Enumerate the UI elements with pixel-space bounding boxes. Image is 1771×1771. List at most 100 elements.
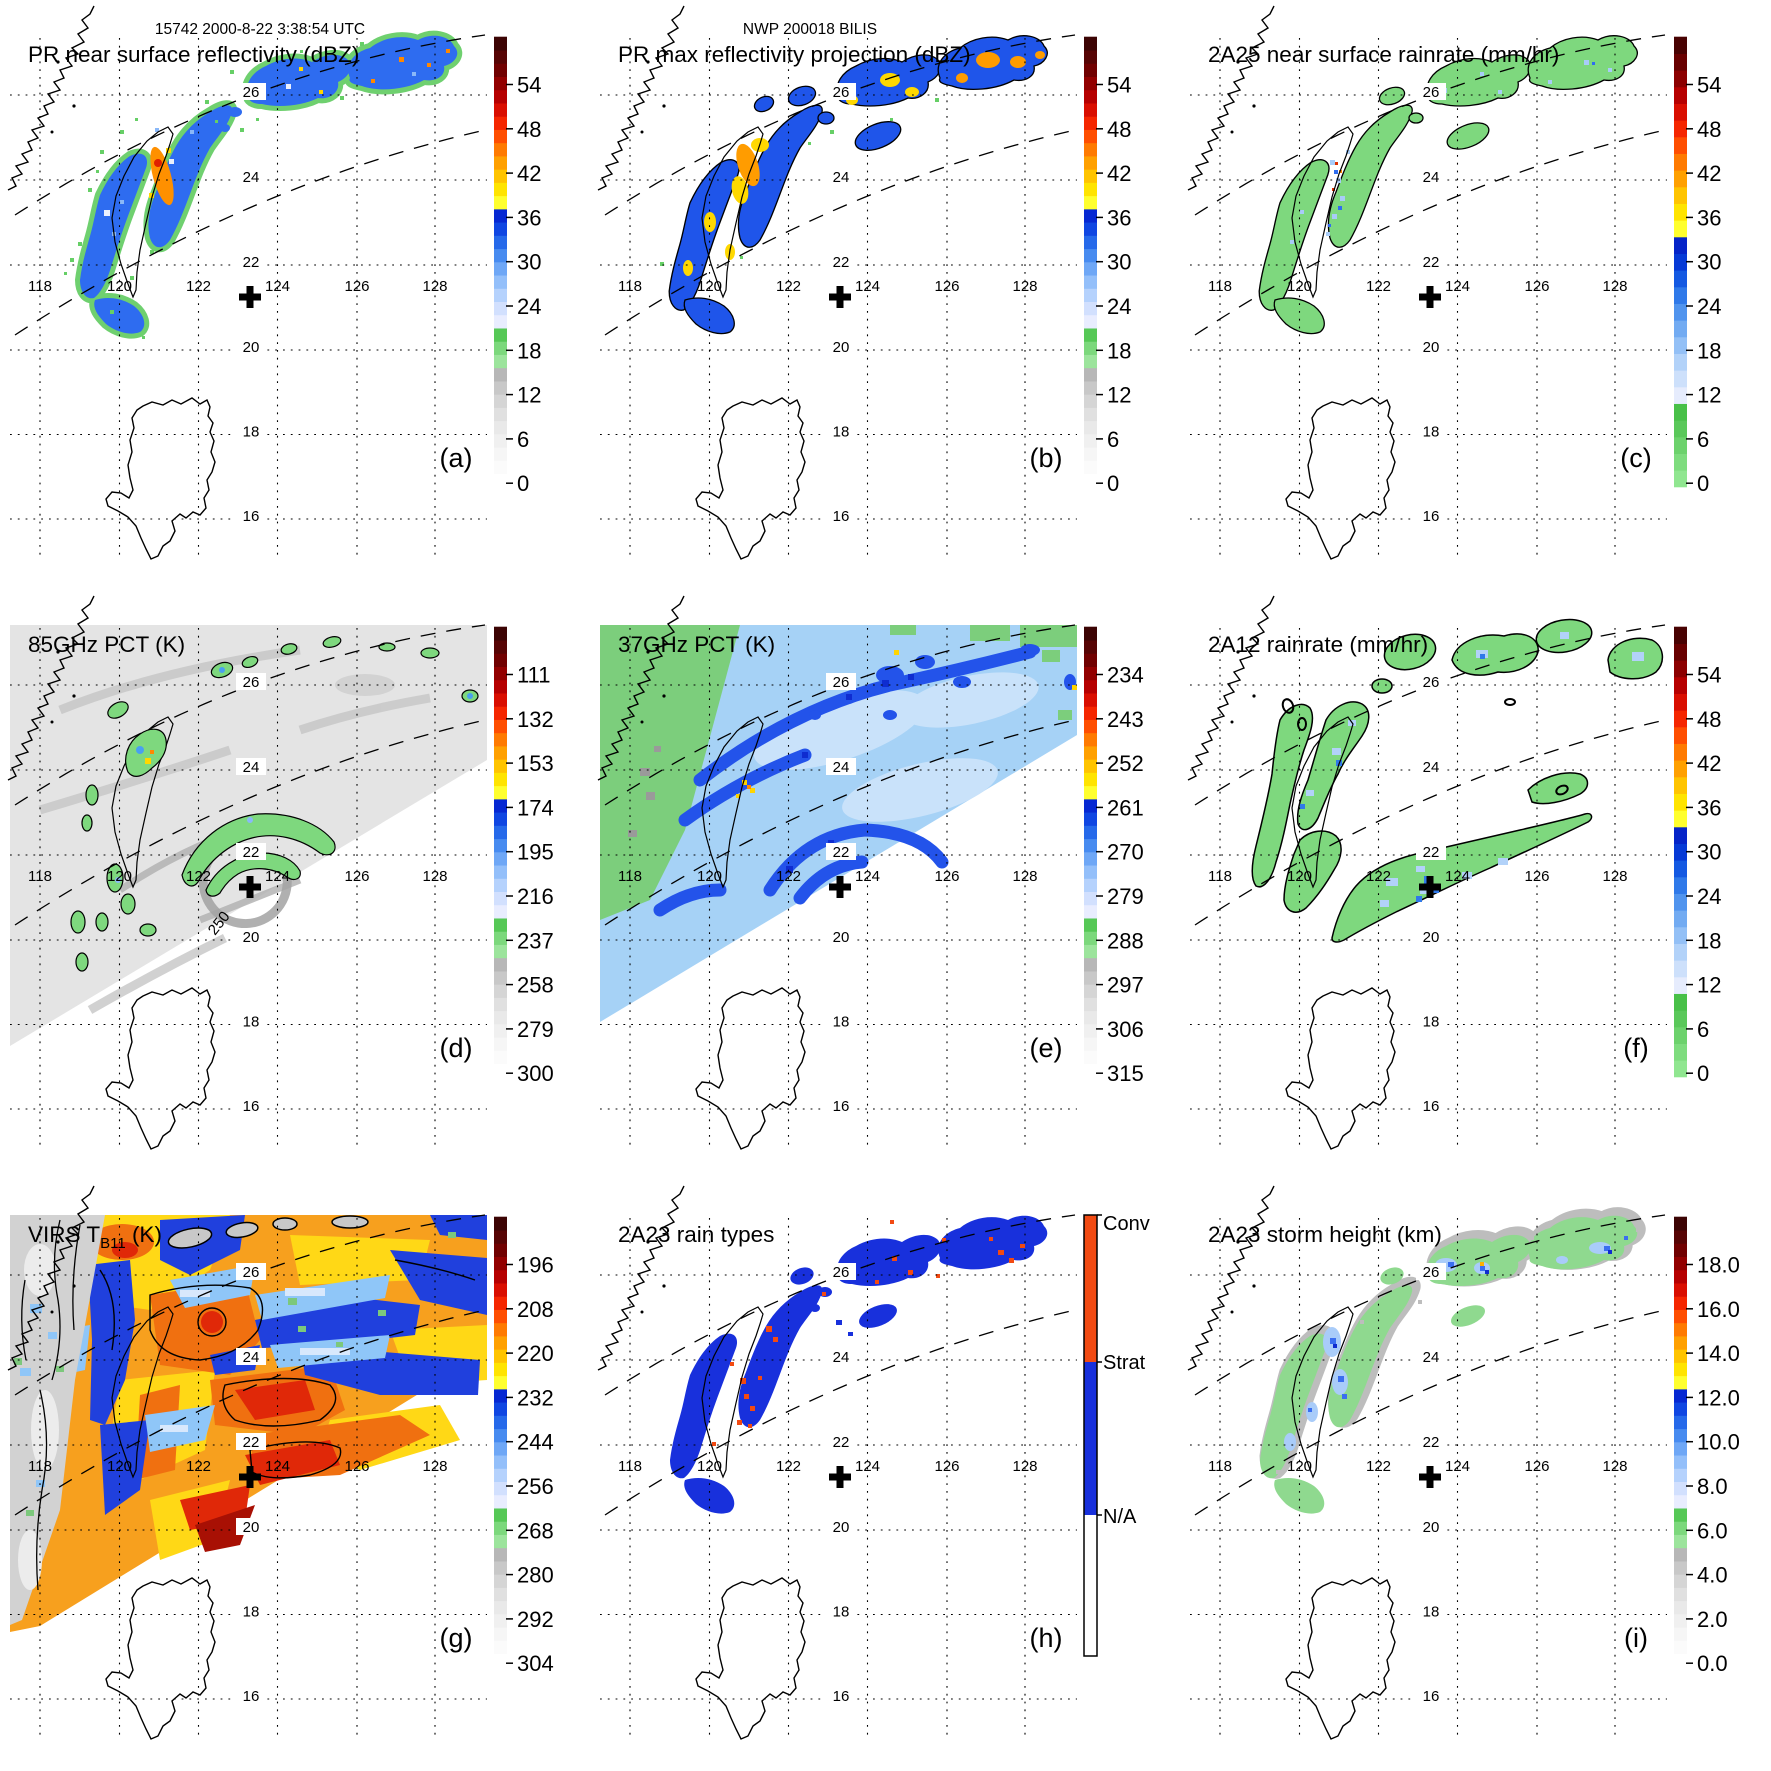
lat-label: 26 [833, 84, 850, 101]
lon-label: 126 [344, 868, 369, 885]
panel-i-map: 118 120 122 124 126 128 26 24 22 20 18 16 2A23 stor… [1180, 1180, 1740, 1770]
lat-label: 20 [833, 339, 850, 356]
panel-title: PR max reflectivity projection (dBZ) [618, 42, 971, 67]
panel-letter: (a) [440, 443, 473, 473]
lon-label: 122 [776, 868, 801, 885]
colorbar-tick-label: 243 [1107, 707, 1144, 732]
colorbar-tick-label: 0 [517, 471, 529, 496]
rainrate-field [1258, 35, 1638, 335]
lon-label: 118 [1208, 868, 1232, 885]
lat-label: 22 [1423, 1434, 1440, 1451]
lat-label: 22 [1423, 844, 1440, 861]
colorbar-tick-label: 36 [517, 205, 541, 230]
lon-label: 120 [1287, 868, 1312, 885]
lon-label: 124 [855, 868, 880, 885]
colorbar-tick-label: 18.0 [1697, 1253, 1740, 1278]
colorbar-tick-label: 306 [1107, 1017, 1144, 1042]
lat-label: 20 [833, 929, 850, 946]
colorbar-tick-label: 42 [517, 161, 541, 186]
lon-label: 128 [1602, 1458, 1627, 1475]
colorbar-tick-label: 42 [1697, 751, 1721, 776]
grid-labels: 118 120 122 124 126 128 26 24 22 20 18 16 [618, 1263, 1038, 1705]
lat-label: 18 [833, 424, 850, 441]
lon-label: 122 [186, 1458, 211, 1475]
lon-label: 122 [776, 278, 801, 295]
lat-label: 22 [833, 844, 850, 861]
grid-labels: 118 120 122 124 126 128 26 24 22 20 18 16 [1208, 673, 1628, 1115]
colorbar-tick-label: 132 [517, 707, 554, 732]
lat-label: 24 [833, 759, 850, 776]
lon-label: 128 [1012, 278, 1037, 295]
lat-label: 18 [1423, 1604, 1440, 1621]
lat-label: 26 [243, 84, 260, 101]
colorbar-tick-label: 297 [1107, 973, 1144, 998]
lat-label: 22 [833, 254, 850, 271]
colorbar-tick-label: 315 [1107, 1061, 1144, 1086]
grid-labels: 118 120 122 124 126 128 26 24 22 20 18 16 [618, 673, 1038, 1115]
colorbar-tick-label: 42 [1107, 161, 1131, 186]
colorbar-tick-label: 304 [517, 1651, 554, 1676]
colorbar: 196 208 220 232 244 256 268 280 292 304 [494, 1216, 554, 1676]
panel-h-map: 118 120 122 124 126 128 26 24 22 20 18 16 2A23 rain… [590, 1180, 1150, 1770]
lon-label: 120 [107, 278, 132, 295]
lon-label: 122 [186, 278, 211, 295]
lat-label: 24 [243, 1349, 260, 1366]
lat-label: 26 [1423, 674, 1440, 691]
colorbar-tick-label: 244 [517, 1430, 554, 1455]
lon-label: 126 [344, 278, 369, 295]
lon-label: 126 [1524, 868, 1549, 885]
orbit-timestamp-header: 15742 2000-8-22 3:38:54 UTC [154, 21, 366, 38]
colorbar-tick-label: 220 [517, 1341, 554, 1366]
lat-label: 22 [243, 254, 260, 271]
lat-label: 24 [243, 169, 260, 186]
lon-label: 124 [265, 278, 290, 295]
colorbar-tick-label: 268 [517, 1518, 554, 1543]
lon-label: 126 [934, 868, 959, 885]
lat-label: 24 [243, 759, 260, 776]
lon-label: 124 [1445, 868, 1470, 885]
colorbar-tick-label: 30 [517, 250, 541, 275]
lon-label: 120 [697, 868, 722, 885]
lon-label: 124 [265, 1458, 290, 1475]
colorbar: 54 48 42 36 30 24 18 12 6 0 [1084, 36, 1131, 496]
colorbar-tick-label: 292 [517, 1607, 554, 1632]
colorbar-tick-label: 195 [517, 840, 554, 865]
lon-label: 120 [697, 1458, 722, 1475]
colorbar-tick-label: 0 [1697, 1061, 1709, 1086]
grid-labels: 118 120 122 124 126 128 26 24 22 20 18 16 [1208, 83, 1628, 525]
lon-label: 128 [1602, 868, 1627, 885]
lat-label: 26 [1423, 84, 1440, 101]
colorbar-tick-label: 111 [517, 663, 550, 688]
lat-label: 22 [243, 1434, 260, 1451]
lon-label: 128 [422, 868, 447, 885]
colorbar-tick-label: 4.0 [1697, 1563, 1728, 1588]
pct37-field [600, 625, 1077, 1022]
lon-label: 118 [1208, 278, 1232, 295]
lat-label: 20 [1423, 929, 1440, 946]
colorbar-tick-label: 288 [1107, 928, 1144, 953]
panel-title: 2A12 rainrate (mm/hr) [1208, 632, 1428, 657]
colorbar-tick-label: 232 [517, 1385, 554, 1410]
colorbar-tick-label: 12 [1697, 973, 1721, 998]
storm-name-header: NWP 200018 BILIS [742, 21, 878, 38]
colorbar-category-label: N/A [1103, 1506, 1137, 1528]
lat-label: 16 [833, 508, 850, 525]
lat-label: 18 [833, 1014, 850, 1031]
grid-labels: 118 120 122 124 126 128 26 24 22 20 18 16 [618, 83, 1038, 525]
lat-label: 16 [243, 508, 260, 525]
panel-letter: (e) [1030, 1033, 1063, 1063]
lat-label: 22 [1423, 254, 1440, 271]
lon-label: 128 [422, 278, 447, 295]
lon-label: 120 [1287, 278, 1312, 295]
colorbar-tick-label: 174 [517, 795, 554, 820]
lon-label: 118 [618, 868, 642, 885]
colorbar-tick-label: 36 [1107, 205, 1131, 230]
colorbar-tick-label: 18 [1697, 338, 1721, 363]
lat-label: 20 [833, 1519, 850, 1536]
lat-label: 24 [1423, 169, 1440, 186]
lat-label: 16 [243, 1098, 260, 1115]
panel-g: 118 120 122 124 126 128 26 24 22 20 18 16 VIRS TB11… [0, 1180, 590, 1770]
